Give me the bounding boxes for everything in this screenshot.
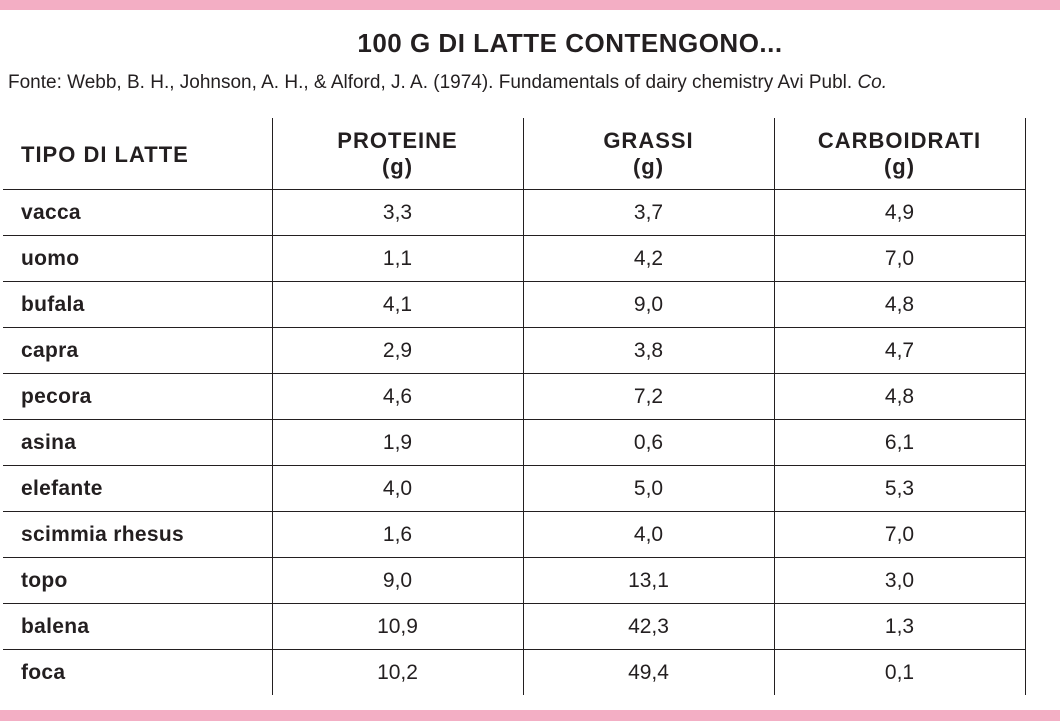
proteins-cell: 4,6: [271, 373, 523, 420]
header-proteins-label: PROTEINE: [337, 127, 458, 153]
fats-cell: 3,8: [522, 327, 774, 374]
table-row: uomo 1,1 4,2 7,0: [3, 235, 1026, 282]
carbohydrates-cell: 1,3: [773, 603, 1026, 650]
milk-type-cell: foca: [21, 660, 66, 684]
milk-type-cell: elefante: [3, 465, 272, 512]
carbohydrates-cell: 6,1: [773, 419, 1026, 466]
proteins-cell: 10,9: [271, 603, 523, 650]
fats-cell: 13,1: [522, 557, 774, 604]
fats-cell: 49,4: [522, 649, 774, 695]
table-row: pecora 4,6 7,2 4,8: [3, 373, 1026, 420]
milk-type-cell: asina: [3, 419, 272, 466]
table-row: capra 2,9 3,8 4,7: [3, 327, 1026, 374]
header-fats-label: GRASSI: [603, 127, 694, 153]
table-body: vacca 3,3 3,7 4,9 uomo 1,1 4,2 7,0 bufala 4,1 9,0 4…: [3, 189, 1026, 695]
proteins-cell: 2,9: [271, 327, 523, 374]
proteins-cell: 1,9: [271, 419, 523, 466]
milk-composition-table: TIPO DI LATTE PROTEINE (g) GRASSI (g) CARB…: [3, 118, 1026, 695]
milk-type-cell: scimmia rhesus: [3, 511, 272, 558]
table-row: elefante 4,0 5,0 5,3: [3, 465, 1026, 512]
proteins-cell: 1,6: [271, 511, 523, 558]
header-fats-unit: (g): [632, 153, 665, 179]
header-carbohydrates-label: CARBOIDRATI: [817, 127, 982, 153]
proteins-cell: 1,1: [271, 235, 523, 282]
table-row: balena 10,9 42,3 1,3: [3, 603, 1026, 650]
milk-type-cell: vacca: [3, 189, 272, 236]
carbohydrates-cell: 5,3: [773, 465, 1026, 512]
carbohydrates-cell: 7,0: [773, 235, 1026, 282]
header-milk-type-label: TIPO DI LATTE: [21, 141, 189, 167]
carbohydrates-cell: 4,8: [773, 281, 1026, 328]
fats-cell: 4,0: [522, 511, 774, 558]
header-carbohydrates: CARBOIDRATI (g): [773, 118, 1026, 190]
table-row: asina 1,9 0,6 6,1: [3, 419, 1026, 466]
milk-type-cell: pecora: [3, 373, 272, 420]
carbohydrates-cell: 4,9: [773, 189, 1026, 236]
carbohydrates-cell: 4,8: [773, 373, 1026, 420]
milk-type-cell: balena: [3, 603, 272, 650]
fats-cell: 9,0: [522, 281, 774, 328]
source-citation: Fonte: Webb, B. H., Johnson, A. H., & Al…: [8, 72, 887, 94]
fats-cell: 42,3: [522, 603, 774, 650]
header-proteins-unit: (g): [381, 153, 414, 179]
milk-type-cell: uomo: [3, 235, 272, 282]
header-fats: GRASSI (g): [522, 118, 774, 190]
fats-cell: 7,2: [522, 373, 774, 420]
page-title: 100 G DI LATTE CONTENGONO...: [357, 28, 783, 58]
source-text: Fonte: Webb, B. H., Johnson, A. H., & Al…: [8, 72, 853, 93]
header-milk-type: TIPO DI LATTE: [3, 118, 272, 190]
milk-type-cell: bufala: [3, 281, 272, 328]
carbohydrates-cell: 4,7: [773, 327, 1026, 374]
proteins-cell: 9,0: [271, 557, 523, 604]
carbohydrates-cell: 7,0: [773, 511, 1026, 558]
proteins-cell: 10,2: [271, 649, 523, 695]
bottom-accent-bar: [0, 710, 1060, 721]
proteins-cell: 3,3: [271, 189, 523, 236]
carbohydrates-cell: 3,0: [773, 557, 1026, 604]
fats-cell: 0,6: [522, 419, 774, 466]
table-row: topo 9,0 13,1 3,0: [3, 557, 1026, 604]
carbohydrates-cell: 0,1: [773, 649, 1026, 695]
fats-cell: 3,7: [522, 189, 774, 236]
table-row: vacca 3,3 3,7 4,9: [3, 189, 1026, 236]
table-header-row: TIPO DI LATTE PROTEINE (g) GRASSI (g) CARB…: [3, 118, 1026, 190]
table-row: foca 10,2 49,4 0,1: [3, 649, 1026, 695]
fats-cell: 4,2: [522, 235, 774, 282]
top-accent-bar: [0, 0, 1060, 10]
milk-type-cell: capra: [3, 327, 272, 374]
source-italic-suffix: Co.: [857, 72, 888, 93]
header-proteins: PROTEINE (g): [271, 118, 523, 190]
table-row: scimmia rhesus 1,6 4,0 7,0: [3, 511, 1026, 558]
milk-type-cell: topo: [3, 557, 272, 604]
header-carbohydrates-unit: (g): [883, 153, 916, 179]
fats-cell: 5,0: [522, 465, 774, 512]
proteins-cell: 4,1: [271, 281, 523, 328]
table-row: bufala 4,1 9,0 4,8: [3, 281, 1026, 328]
proteins-cell: 4,0: [271, 465, 523, 512]
